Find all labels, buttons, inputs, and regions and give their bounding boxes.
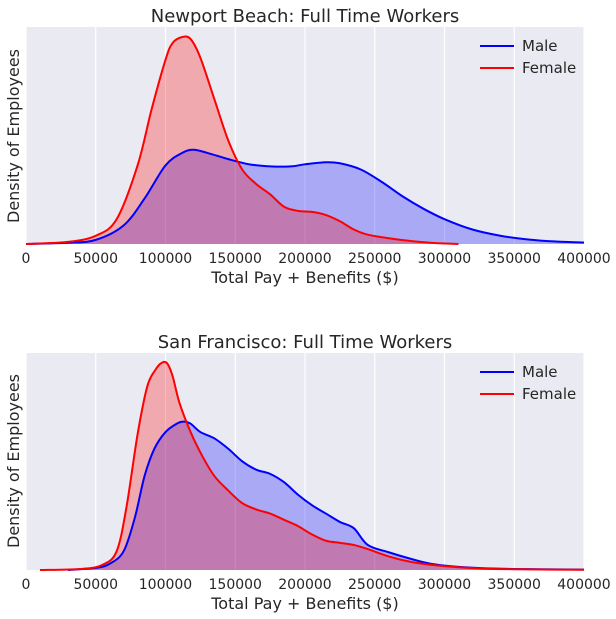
x-tick-label: 200000	[278, 577, 331, 593]
y-axis-label: Density of Employees	[4, 49, 23, 223]
legend-label-female: Female	[522, 385, 576, 403]
line-female	[39, 360, 585, 571]
chart-san-francisco: 0 50000 100000 150000 200000 250000 300000 3500…	[4, 332, 611, 613]
density-areas	[39, 360, 585, 571]
x-tick-label: 150000	[209, 251, 262, 267]
line-male	[67, 420, 585, 571]
area-female	[39, 361, 584, 570]
chart-newport-beach: 0 50000 100000 150000 200000 250000 300000 3500…	[4, 6, 611, 287]
grid-lines	[25, 27, 585, 244]
chart-title: Newport Beach: Full Time Workers	[151, 6, 460, 27]
x-tick-label: 100000	[139, 577, 192, 593]
x-tick-label: 0	[22, 577, 31, 593]
x-tick-label: 250000	[348, 251, 401, 267]
x-tick-label: 50000	[73, 251, 118, 267]
x-axis-label: Total Pay + Benefits ($)	[210, 268, 398, 287]
x-tick-label: 50000	[73, 577, 118, 593]
x-tick-label: 150000	[209, 577, 262, 593]
density-areas	[25, 35, 585, 245]
legend-label-male: Male	[522, 37, 558, 55]
chart-title: San Francisco: Full Time Workers	[158, 332, 453, 353]
y-axis-label: Density of Employees	[4, 374, 23, 548]
x-tick-labels: 0 50000 100000 150000 200000 250000 300000 3500…	[22, 251, 611, 267]
x-tick-label: 100000	[139, 251, 192, 267]
line-female	[25, 35, 459, 245]
x-tick-label: 350000	[488, 577, 541, 593]
area-male	[26, 149, 584, 244]
line-male	[25, 148, 585, 245]
legend: Male Female	[480, 363, 576, 403]
x-tick-label: 0	[22, 251, 31, 267]
legend: Male Female	[480, 37, 576, 77]
legend-label-female: Female	[522, 59, 576, 77]
x-axis-label: Total Pay + Benefits ($)	[210, 594, 398, 613]
x-tick-label: 400000	[557, 577, 610, 593]
x-tick-label: 300000	[418, 251, 471, 267]
x-tick-label: 350000	[488, 251, 541, 267]
area-male	[67, 421, 585, 570]
legend-label-male: Male	[522, 363, 558, 381]
grid-lines	[25, 353, 585, 570]
x-tick-labels: 0 50000 100000 150000 200000 250000 300000 3500…	[22, 577, 611, 593]
x-tick-label: 300000	[418, 577, 471, 593]
x-tick-label: 400000	[557, 251, 610, 267]
area-female	[26, 36, 459, 245]
x-tick-label: 200000	[278, 251, 331, 267]
x-tick-label: 250000	[348, 577, 401, 593]
